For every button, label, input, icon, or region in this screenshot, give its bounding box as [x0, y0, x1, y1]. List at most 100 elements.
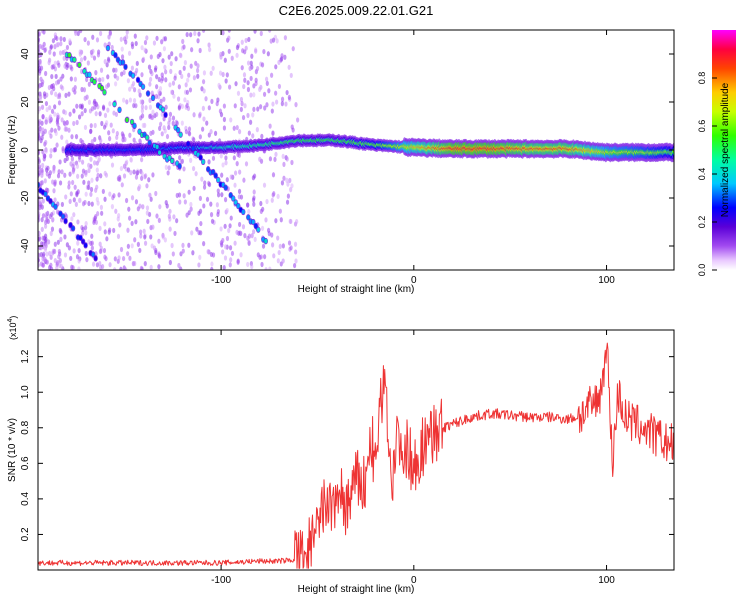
spectrogram-cell: [86, 60, 90, 66]
spectrogram-cell: [133, 237, 137, 243]
spectrogram-cell: [239, 252, 243, 258]
spectrogram-cell: [66, 62, 70, 68]
spectrogram-cell: [219, 153, 223, 159]
spectrogram-cell: [113, 267, 117, 270]
spectrogram-cell: [59, 84, 63, 90]
spectrogram-cell: [113, 256, 117, 262]
spectrogram-cell: [196, 63, 200, 69]
spectrogram-cell: [173, 230, 177, 237]
spectrogram-cell: [99, 264, 103, 270]
spectrogram-cell: [102, 90, 107, 95]
spectrogram-cell: [227, 227, 231, 234]
spectrogram-cell: [85, 257, 89, 263]
spectrogram-cell: [238, 221, 242, 228]
spectrogram-cell: [79, 30, 83, 34]
spectrogram-cell: [191, 146, 195, 151]
spectrogram-cell: [236, 90, 241, 96]
spectrogram-cell: [139, 99, 143, 105]
spectrogram-cell: [248, 65, 252, 72]
spectrogram-cell: [68, 38, 72, 44]
spectrogram-cell: [235, 124, 239, 131]
spectrogram-cell: [59, 76, 63, 82]
spectrogram-cell: [108, 191, 112, 197]
spectrogram-cell: [72, 212, 76, 218]
spectrogram-cell: [185, 31, 189, 38]
spectrogram-cell: [118, 176, 122, 182]
spectrogram-cell: [82, 179, 86, 185]
spectrogram-cell: [60, 117, 64, 123]
spectrogram-cell: [48, 265, 52, 270]
spectrogram-cell: [130, 44, 135, 50]
spectrogram-cell: [250, 264, 254, 270]
snr-series-line: [38, 342, 674, 569]
spectrogram-cell: [210, 218, 215, 224]
spectrogram-cell: [98, 77, 102, 83]
spectrogram-cell: [58, 50, 63, 56]
spectrogram-cell: [145, 35, 149, 41]
spectrogram-cell: [256, 106, 260, 112]
spectrogram-cell: [205, 196, 210, 202]
spectrogram-cell: [232, 125, 236, 131]
spectrogram-cell: [89, 191, 93, 197]
spectrogram-cell: [54, 91, 58, 97]
spectrogram-cell: [269, 38, 273, 44]
spectrogram-cell: [189, 201, 193, 208]
spectrogram-cell: [103, 254, 107, 260]
spectrogram-cell: [67, 245, 71, 251]
spectrogram-cell: [268, 266, 272, 270]
spectrogram-cell: [57, 125, 61, 131]
spectrogram-cell: [289, 72, 293, 79]
spectrogram-cell: [263, 254, 267, 260]
spectrogram-cell: [200, 176, 204, 182]
spectrogram-cell: [117, 192, 121, 198]
spectrogram-cell: [145, 183, 149, 189]
spectrogram-cell: [293, 241, 298, 247]
spectrogram-cell: [126, 251, 130, 257]
spectrogram-cell: [164, 69, 168, 75]
spectrogram-cell: [122, 69, 126, 76]
spectrogram-cell: [69, 76, 73, 82]
spectrogram-cell: [247, 130, 251, 136]
spectrogram-cell: [196, 73, 200, 79]
spectrogram-cell: [155, 84, 159, 90]
spectrogram-cell: [185, 89, 189, 95]
spectrogram-cell: [180, 120, 184, 126]
spectrogram-cell: [178, 52, 183, 58]
spectrogram-cell: [136, 206, 140, 212]
spectrogram-cell: [83, 95, 87, 101]
spectrogram-cell: [107, 229, 111, 235]
spectrogram-cell: [256, 227, 260, 232]
spectrogram-cell: [38, 217, 41, 223]
spectrogram-cell: [282, 175, 286, 181]
spectrogram-cell: [286, 181, 290, 187]
spectrogram-cell: [189, 206, 193, 212]
spectrogram-cell: [65, 44, 70, 51]
spectrogram-cell: [79, 57, 84, 63]
spectrogram-cell: [165, 203, 169, 209]
spectrogram-cell: [136, 170, 140, 176]
spectrogram-cell: [57, 62, 61, 68]
spectrogram-cell: [43, 219, 48, 225]
spectrogram-cell: [41, 235, 45, 241]
spectrogram-cell: [160, 39, 164, 45]
spectrogram-cell: [161, 234, 165, 240]
spectrogram-cell: [134, 199, 139, 205]
spectrogram-cell: [276, 235, 280, 241]
spectrogram-cell: [113, 53, 118, 58]
spectrogram-cell: [139, 265, 144, 270]
spectrogram-cell: [240, 101, 244, 107]
spectrogram-cell: [197, 210, 201, 216]
spectrogram-cell: [233, 103, 237, 109]
spectrogram-cell: [43, 128, 47, 134]
spectrogram-cell: [117, 107, 122, 113]
spectrogram-cell: [119, 165, 124, 172]
spectrogram-cell: [195, 226, 199, 232]
spectrogram-cell: [53, 204, 58, 209]
spectrogram-cell: [172, 93, 176, 99]
spectrogram-cell: [158, 204, 162, 210]
spectrogram-cell: [192, 185, 196, 191]
spectrogram-cell: [202, 203, 206, 209]
spectrogram-cell: [42, 30, 46, 35]
spectrogram-cell: [227, 35, 231, 41]
spectrogram-cell: [83, 124, 88, 131]
